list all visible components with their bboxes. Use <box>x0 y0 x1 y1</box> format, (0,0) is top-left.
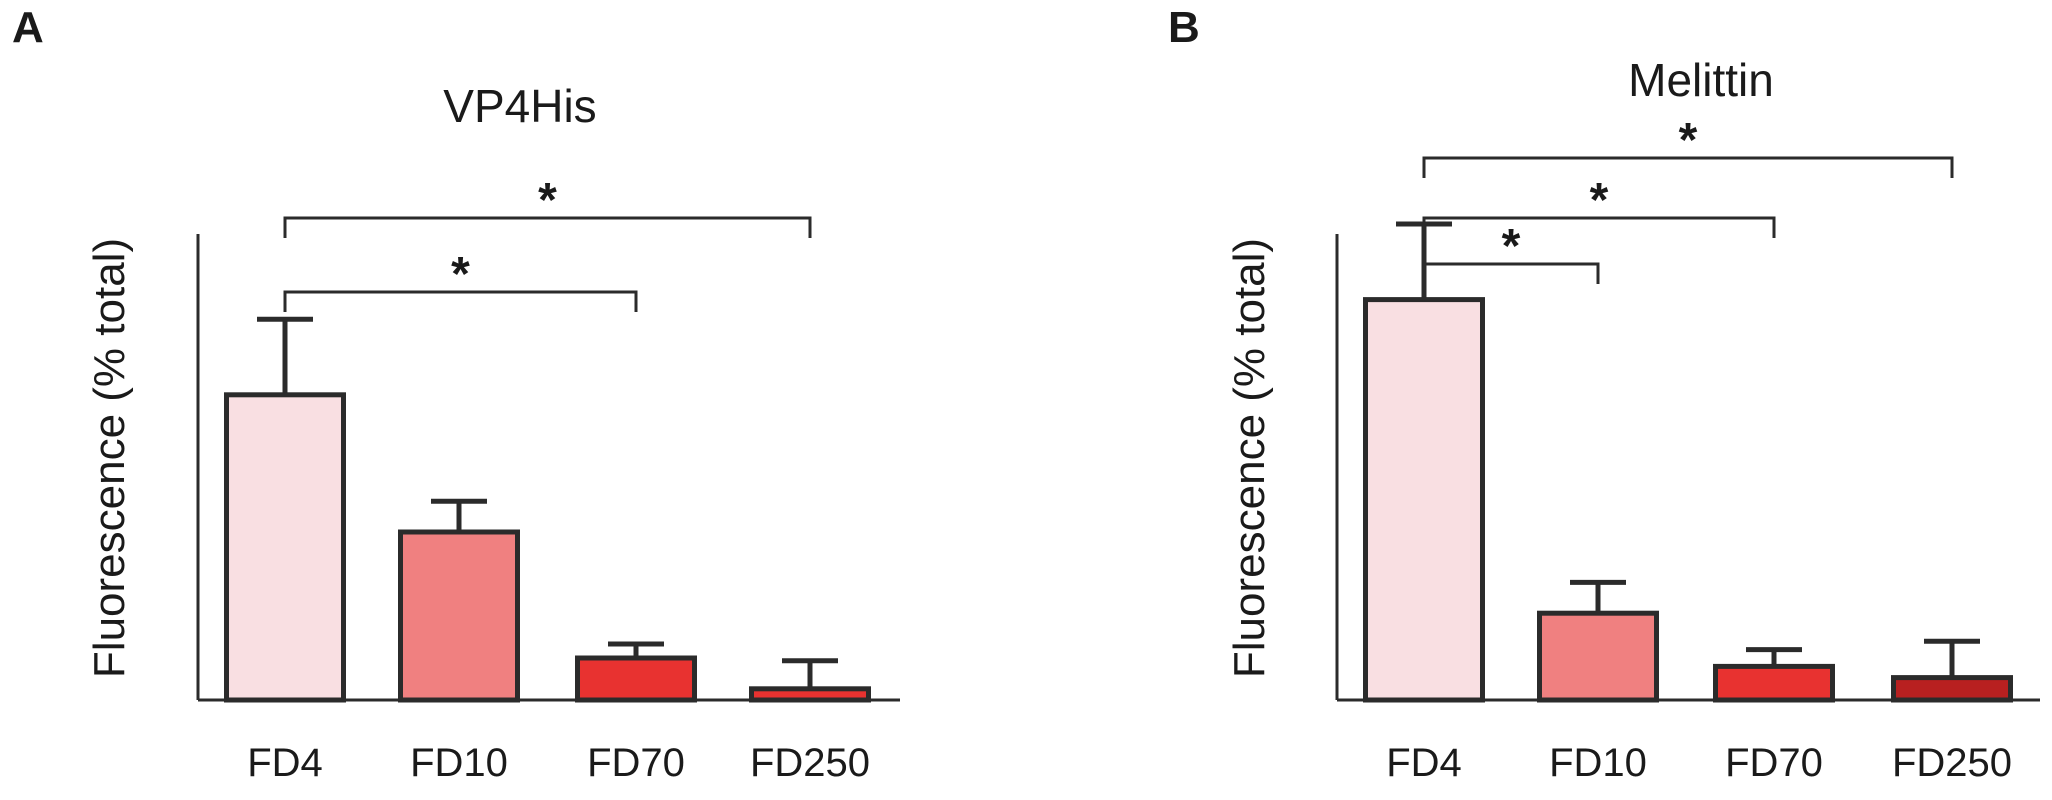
x-tick-label: FD70 <box>1725 741 1823 785</box>
bar <box>575 655 697 703</box>
bar <box>1537 610 1659 703</box>
bar <box>224 392 346 703</box>
x-tick-label: FD250 <box>1892 741 2012 785</box>
significance-bracket <box>283 290 638 312</box>
panel-letter: A <box>12 3 44 52</box>
significance-label: * <box>1502 220 1521 273</box>
significance-bracket <box>1422 262 1600 284</box>
chart-title: VP4His <box>443 80 596 132</box>
significance-label: * <box>1679 114 1698 167</box>
panel-letter: B <box>1168 3 1200 52</box>
significance-bracket <box>1422 156 1954 178</box>
y-axis-label: Fluorescence (% total) <box>1225 238 1274 678</box>
bar <box>1713 663 1835 703</box>
bar <box>1363 297 1485 703</box>
x-tick-label: FD4 <box>247 741 323 785</box>
x-tick-label: FD4 <box>1386 741 1462 785</box>
significance-bracket <box>1422 216 1776 238</box>
significance-bracket <box>283 216 812 238</box>
significance-label: * <box>1590 174 1609 227</box>
x-tick-label: FD10 <box>1549 741 1647 785</box>
bar <box>1891 675 2013 703</box>
significance-label: * <box>451 248 470 301</box>
bar <box>749 686 871 703</box>
chart-title: Melittin <box>1628 54 1774 106</box>
bar <box>398 529 520 703</box>
significance-label: * <box>538 174 557 227</box>
x-tick-label: FD70 <box>587 741 685 785</box>
x-tick-label: FD250 <box>750 741 870 785</box>
y-axis-label: Fluorescence (% total) <box>85 238 134 678</box>
x-tick-label: FD10 <box>410 741 508 785</box>
